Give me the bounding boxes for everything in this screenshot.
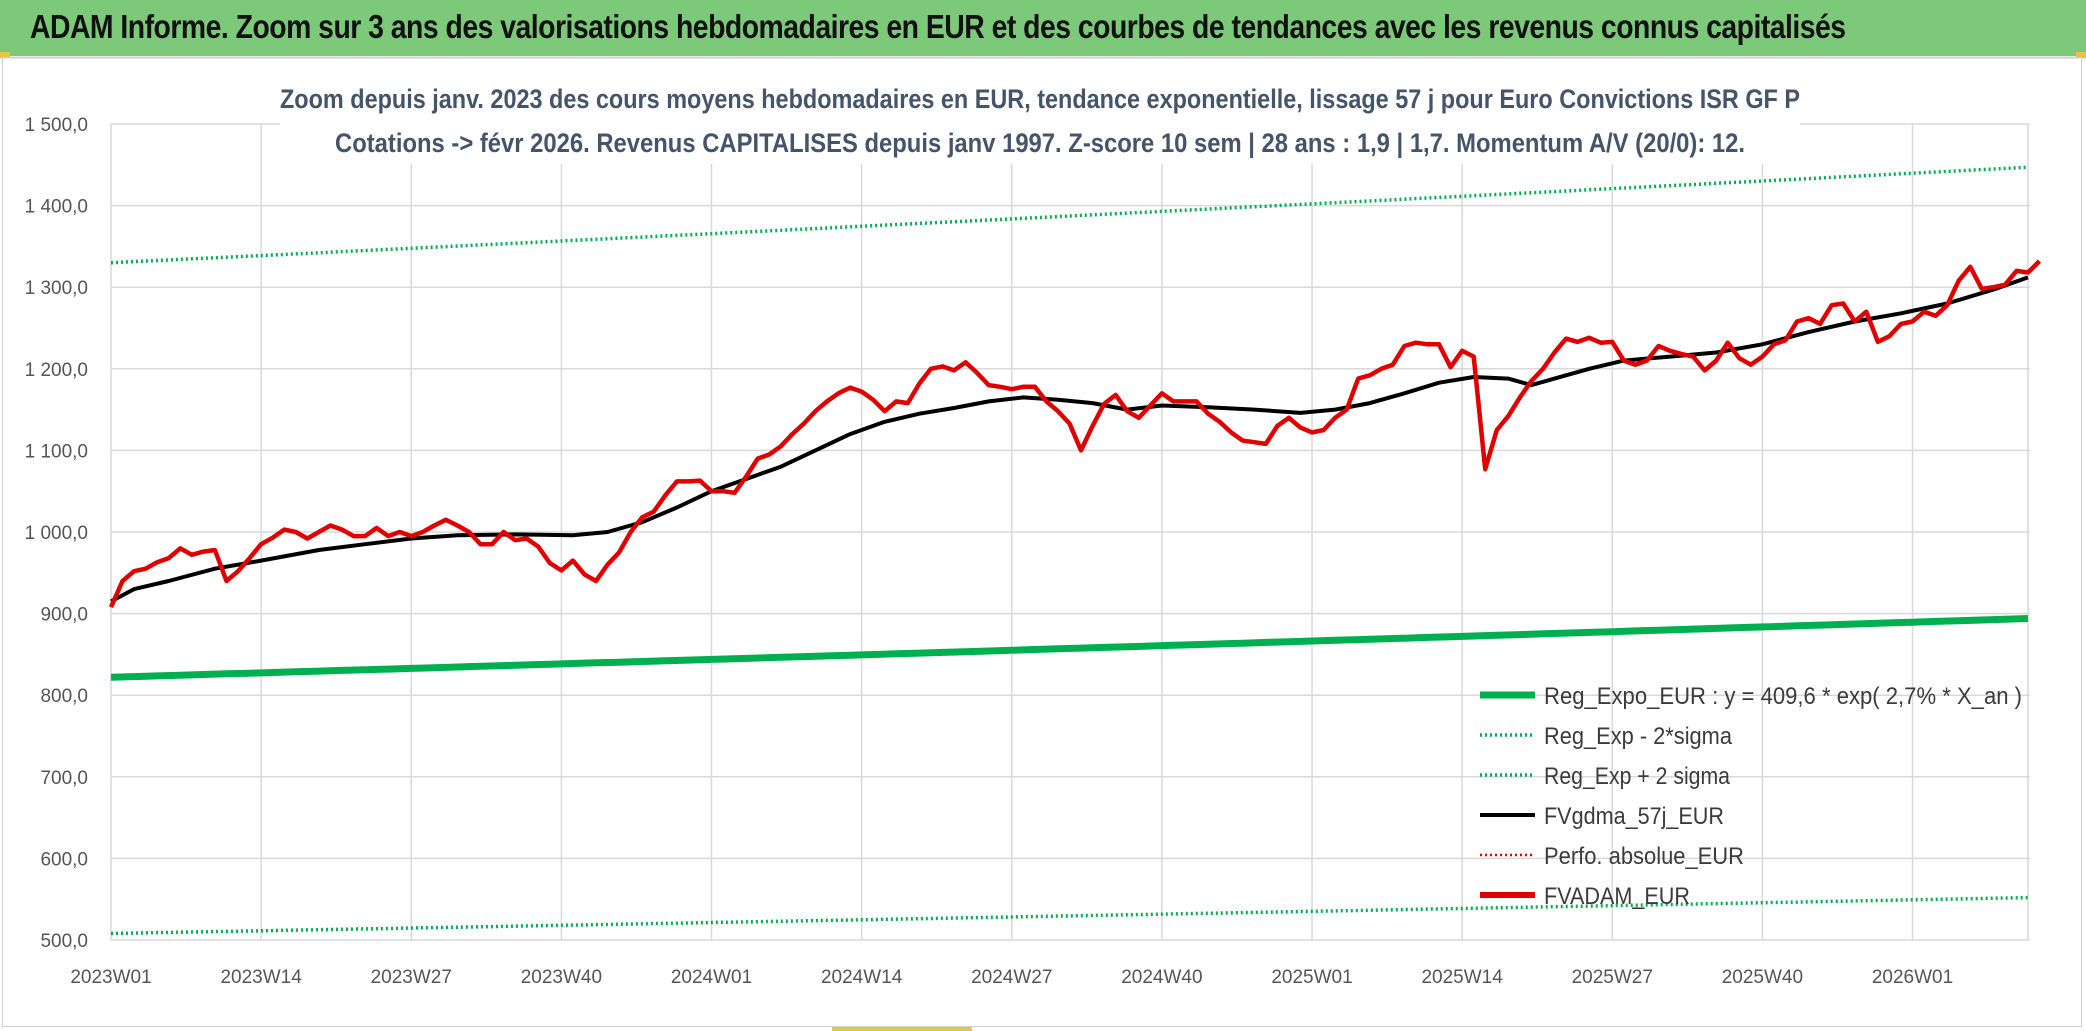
series-fvadam xyxy=(108,259,2042,609)
y-tick-label: 700,0 xyxy=(40,768,88,789)
corner-accent-right xyxy=(2076,52,2086,58)
chart-title-line1: Zoom depuis janv. 2023 des cours moyens … xyxy=(280,84,1800,114)
legend-label-reg-expo: Reg_Expo_EUR : y = 409,6 * exp( 2,7% * X… xyxy=(1544,683,2022,710)
legend-label-fvadam: FVADAM_EUR xyxy=(1544,883,1690,910)
y-tick-label: 600,0 xyxy=(40,849,88,870)
y-axis-ticks: 1 500,0 1 400,0 1 300,0 1 200,0 1 100,0 1 000… xyxy=(25,115,88,952)
x-tick-label: 2025W40 xyxy=(1722,967,1803,988)
series-group xyxy=(108,165,2042,936)
series-reg-expo xyxy=(110,615,2029,681)
y-tick-label: 900,0 xyxy=(40,605,88,626)
y-tick-label: 800,0 xyxy=(40,686,88,707)
legend-label-reg-exp-minus: Reg_Exp - 2*sigma xyxy=(1544,723,1733,750)
chart-frame xyxy=(2,57,2082,1027)
x-tick-label: 2023W40 xyxy=(521,967,602,988)
chart-title-line2: Cotations -> févr 2026. Revenus CAPITALI… xyxy=(335,128,1745,158)
x-tick-label: 2024W01 xyxy=(671,967,752,988)
x-tick-label: 2025W27 xyxy=(1572,967,1653,988)
y-tick-label: 1 200,0 xyxy=(25,360,88,381)
series-reg-exp-minus xyxy=(110,895,2029,936)
page-title: ADAM Informe. Zoom sur 3 ans des valoris… xyxy=(30,8,1846,45)
x-tick-label: 2025W01 xyxy=(1271,967,1352,988)
x-tick-label: 2024W40 xyxy=(1121,967,1202,988)
title-background xyxy=(280,78,1800,164)
y-tick-label: 1 000,0 xyxy=(25,523,88,544)
y-tick-label: 1 500,0 xyxy=(25,115,88,136)
legend-label-perfo: Perfo. absolue_EUR xyxy=(1544,843,1744,870)
header-bar: ADAM Informe. Zoom sur 3 ans des valoris… xyxy=(0,0,2086,59)
x-tick-label: 2023W01 xyxy=(70,967,151,988)
x-tick-label: 2024W27 xyxy=(971,967,1052,988)
x-tick-label: 2023W14 xyxy=(220,967,302,988)
bottom-accent xyxy=(832,1027,972,1031)
x-tick-label: 2024W14 xyxy=(821,967,903,988)
y-tick-label: 1 400,0 xyxy=(25,197,88,218)
grid xyxy=(110,123,2030,941)
x-tick-label: 2025W14 xyxy=(1421,967,1503,988)
y-tick-label: 1 300,0 xyxy=(25,278,88,299)
y-tick-label: 500,0 xyxy=(40,931,88,952)
legend-label-reg-exp-plus: Reg_Exp + 2 sigma xyxy=(1544,763,1731,790)
corner-accent-left xyxy=(0,52,10,58)
legend-label-fvgdma: FVgdma_57j_EUR xyxy=(1544,803,1724,830)
x-tick-label: 2026W01 xyxy=(1872,967,1953,988)
legend: Reg_Expo_EUR : y = 409,6 * exp( 2,7% * X… xyxy=(1480,683,2022,910)
x-axis-ticks: 2023W01 2023W14 2023W27 2023W40 2024W01 2024W… xyxy=(70,967,1953,988)
series-fvgdma xyxy=(110,275,2029,604)
series-reg-exp-plus xyxy=(110,165,2029,265)
y-tick-label: 1 100,0 xyxy=(25,441,88,462)
x-tick-label: 2023W27 xyxy=(371,967,452,988)
